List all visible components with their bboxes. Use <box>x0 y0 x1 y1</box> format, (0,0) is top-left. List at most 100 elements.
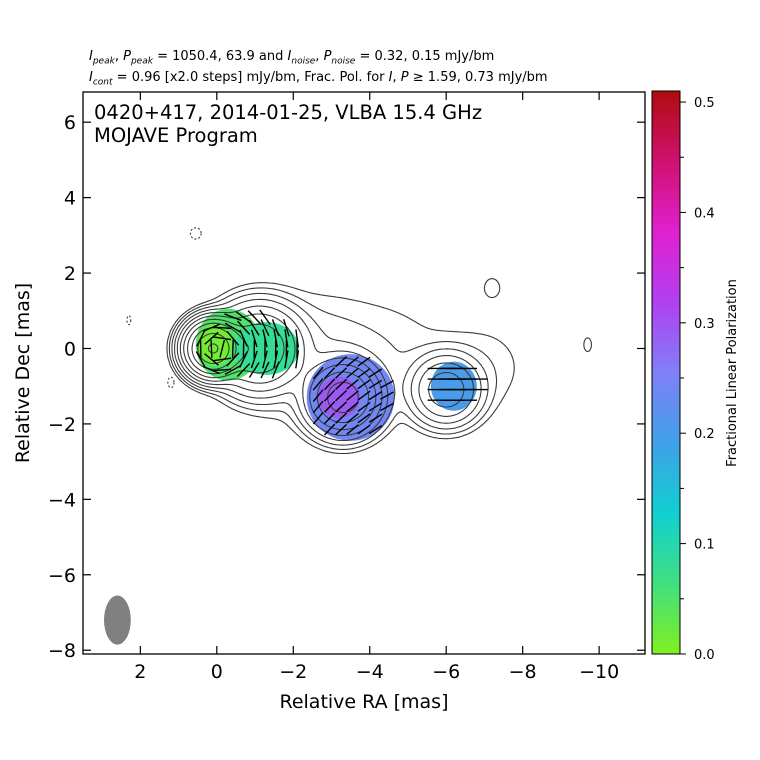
noise-values: = 0.32, 0.15 mJy/bm <box>359 49 495 64</box>
evpa-vector-3 <box>224 364 242 375</box>
cont-values: = 0.96 [x2.0 steps] mJy/bm, Frac. Pol. f… <box>116 70 385 85</box>
frac-values: ≥ 1.59, 0.73 mJy/bm <box>412 70 548 85</box>
colorbar-tick-label-4: 0.4 <box>694 206 715 221</box>
evpa-vector-60 <box>368 413 383 423</box>
evpa-vector-80 <box>368 379 383 389</box>
evpa-vector-13 <box>250 350 258 369</box>
i-cont-symbol: I <box>89 70 93 85</box>
evpa-vector-7 <box>271 361 280 379</box>
evpa-vector-10 <box>213 357 232 362</box>
colorbar-tick-label-1: 0.1 <box>694 538 715 553</box>
evpa-vector-76 <box>323 378 336 391</box>
evpa-vector-2 <box>213 368 232 372</box>
evpa-vector-63 <box>335 401 348 413</box>
evpa-vector-71 <box>346 390 359 401</box>
evpa-vector-28 <box>195 329 206 347</box>
evpa-vector-36 <box>284 329 289 348</box>
chart-subtitle: MOJAVE Program <box>94 124 258 147</box>
evpa-vector-50 <box>323 423 336 436</box>
evpa-vector-57 <box>335 412 348 424</box>
evpa-vector-48 <box>247 310 261 325</box>
evpa-vector-45 <box>282 318 290 337</box>
y-tick-label-6: −6 <box>48 565 76 587</box>
i-noise-subscript: noise <box>291 56 316 67</box>
evpa-vector-33 <box>250 329 258 348</box>
evpa-vector-21 <box>231 339 234 358</box>
evpa-vector-34 <box>262 329 268 348</box>
p-peak-subscript: peak <box>130 56 153 67</box>
evpa-vector-51 <box>335 423 348 436</box>
isolated-contour-4 <box>126 315 132 326</box>
contour-level-4 <box>174 298 482 442</box>
i-peak-subscript: peak <box>92 56 115 67</box>
evpa-vector-43 <box>260 319 270 337</box>
evpa-vector-17 <box>295 350 300 369</box>
evpa-vector-11 <box>226 352 240 367</box>
evpa-vector-65 <box>357 401 371 412</box>
evpa-vector-1 <box>202 365 221 375</box>
beam-layer <box>104 595 131 645</box>
evpa-vector-77 <box>335 378 348 390</box>
polarization-region-4 <box>430 361 477 411</box>
isolated-contour-2 <box>583 337 593 353</box>
evpa-vector-8 <box>195 351 206 368</box>
y-tick-label-3: 0 <box>64 338 76 360</box>
colorbar-ticks: 0.0 0.1 0.2 0.3 0.4 0.5 <box>680 96 715 663</box>
p-noise-subscript: noise <box>331 56 356 67</box>
contour-level-10 <box>197 332 230 365</box>
evpa-vector-30 <box>213 336 232 341</box>
evpa-vector-70 <box>335 390 348 402</box>
evpa-vector-81 <box>380 380 394 389</box>
colorbar-tick-label-3: 0.3 <box>694 317 715 332</box>
isolated-contour-3 <box>189 227 202 240</box>
chart-title: 0420+417, 2014-01-25, VLBA 15.4 GHz <box>94 101 482 124</box>
contour-level-7 <box>183 318 370 424</box>
evpa-vector-86 <box>357 368 371 378</box>
colorbar <box>651 90 681 655</box>
evpa-vector-32 <box>239 329 248 347</box>
evpa-vector-69 <box>323 389 336 402</box>
evpa-vector-9 <box>204 353 219 366</box>
restoring-beam <box>104 595 131 645</box>
x-tick-label-0: 2 <box>134 661 146 683</box>
colorbar-label: Fractional Linear Polarization <box>725 279 740 467</box>
contour-level-6 <box>179 313 465 431</box>
x-tick-label-2: −2 <box>279 661 307 683</box>
plot-frame <box>82 91 646 655</box>
evpa-vector-78 <box>346 379 359 390</box>
evpa-vector-83 <box>323 367 336 379</box>
evpa-vector-88 <box>335 356 348 368</box>
evpa-vector-64 <box>346 401 359 413</box>
header-line-1: Ipeak, Ppeak = 1050.4, 63.9 and Inoise, … <box>89 49 495 67</box>
x-tick-label-4: −6 <box>432 661 460 683</box>
evpa-vector-89 <box>346 356 359 367</box>
evpa-vector-39 <box>213 326 232 330</box>
polarization-region-2 <box>234 322 300 375</box>
evpa-vector-54 <box>368 424 383 435</box>
evpa-vector-5 <box>248 362 260 378</box>
evpa-vector-layer <box>195 309 488 436</box>
evpa-vector-40 <box>224 322 241 333</box>
evpa-vector-85 <box>346 367 359 379</box>
evpa-vector-42 <box>248 319 260 336</box>
contour-level-1 <box>166 282 515 455</box>
evpa-vector-37 <box>295 329 299 348</box>
contour-level-2 <box>168 287 498 450</box>
evpa-vector-44 <box>271 319 280 337</box>
y-tick-label-4: −2 <box>48 414 76 436</box>
evpa-vector-19 <box>210 339 213 358</box>
contour-layer <box>126 227 593 455</box>
evpa-vector-53 <box>357 424 371 435</box>
frac-p-symbol: P <box>400 70 409 85</box>
y-tick-label-0: 6 <box>64 112 76 134</box>
evpa-vector-59 <box>357 413 371 424</box>
evpa-vector-90 <box>357 356 371 367</box>
evpa-vector-66 <box>368 402 383 412</box>
i-noise-symbol: I <box>287 49 292 64</box>
y-tick-label-7: −8 <box>48 640 76 662</box>
evpa-vector-84 <box>335 367 348 379</box>
p-noise-symbol: P <box>323 49 332 64</box>
evpa-vector-74 <box>380 391 394 400</box>
evpa-vector-62 <box>323 401 336 413</box>
